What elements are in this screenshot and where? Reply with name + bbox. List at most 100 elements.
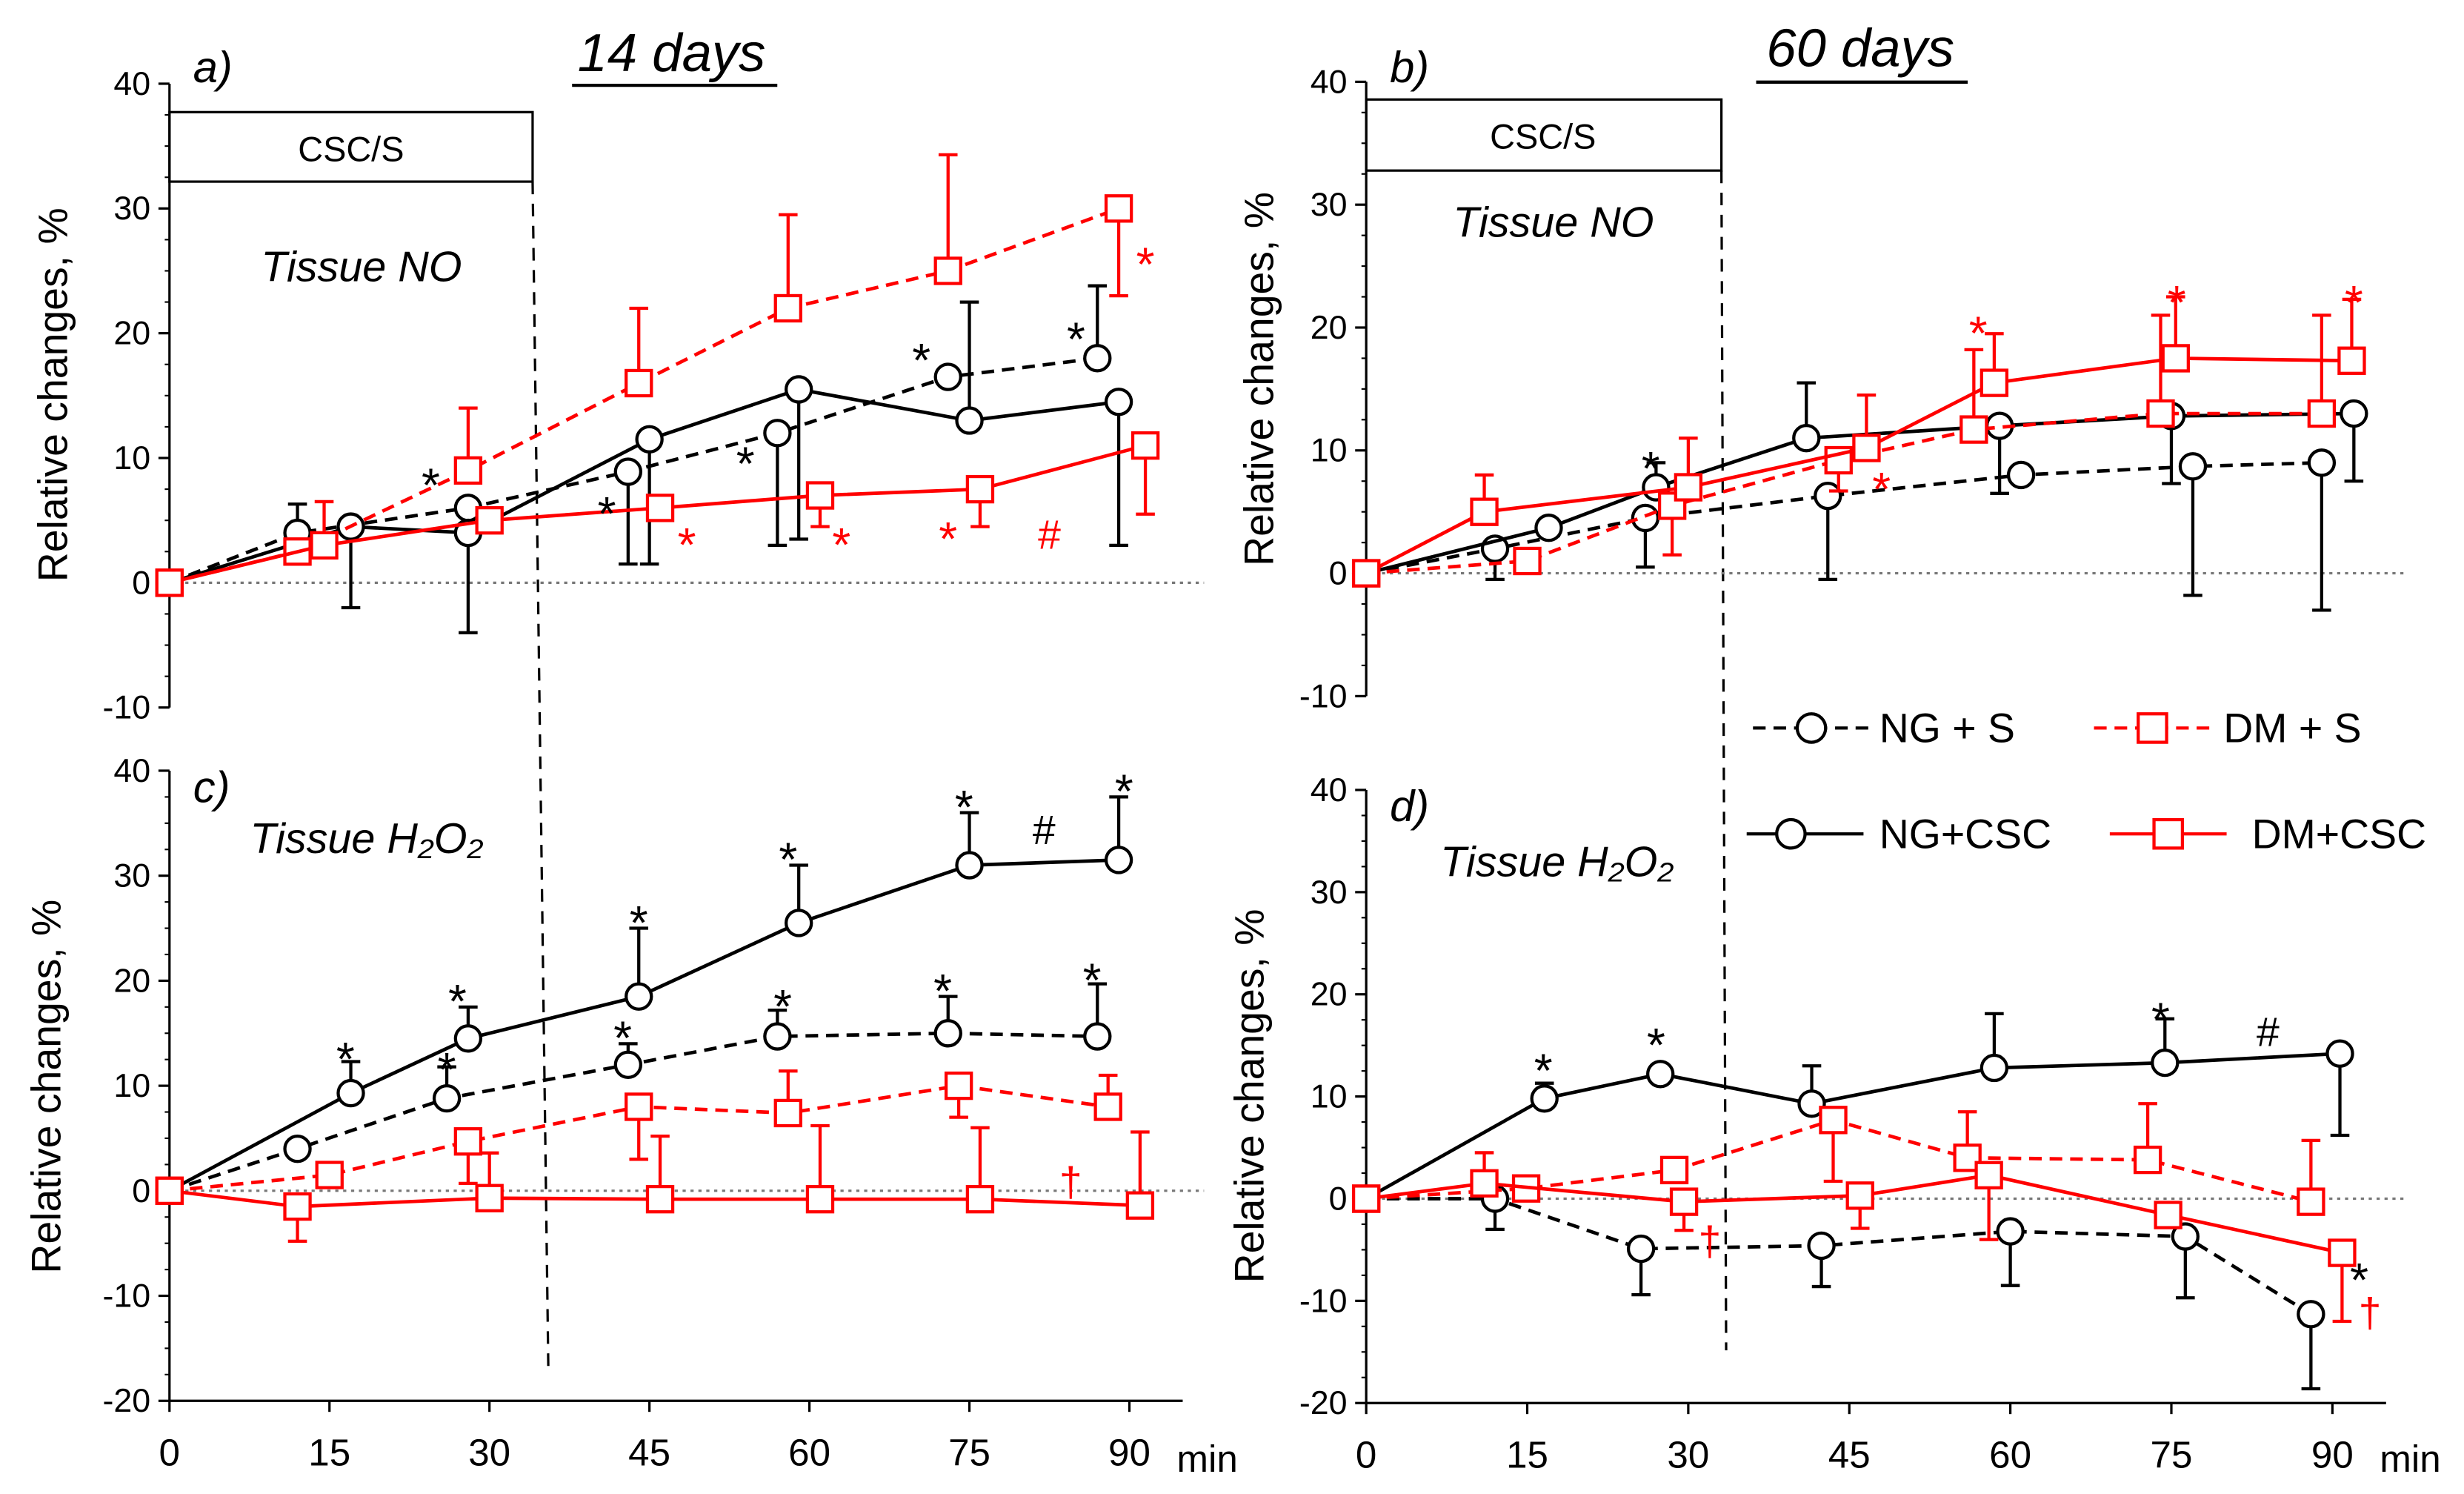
y-tick-label: 30 — [113, 190, 150, 227]
panel-a: -10 0 10 20 30 40 a) Tissue NO * * * * * * * * # * — [103, 42, 1205, 726]
csc-box-right-label: CSC/S — [1490, 117, 1596, 156]
data-point-circle — [1530, 1084, 1559, 1113]
significance-mark: * — [912, 333, 930, 387]
x-tick-label: 15 — [1506, 1434, 1548, 1476]
data-point-square — [2161, 344, 2190, 373]
data-point-square — [965, 1184, 995, 1214]
y-tick-label: 20 — [113, 315, 150, 352]
data-point-square — [1953, 1143, 1982, 1172]
y-tick-label: 10 — [1311, 1078, 1348, 1115]
series-dm-csc — [1351, 1151, 2357, 1324]
data-point-circle — [955, 851, 984, 880]
data-point-circle — [1814, 481, 1842, 511]
data-point-circle — [763, 1022, 792, 1051]
significance-mark: * — [779, 833, 797, 886]
data-point-square — [475, 1183, 504, 1212]
y-tick-label: 20 — [1311, 309, 1348, 346]
significance-mark: * — [955, 780, 973, 834]
data-point-circle — [2171, 1222, 2200, 1251]
data-point-circle — [625, 982, 653, 1011]
y-tick-label: 40 — [113, 752, 150, 789]
x-unit-left: min — [1176, 1438, 1237, 1480]
y-tick-label: -20 — [1299, 1384, 1348, 1421]
significance-mark: * — [2350, 1253, 2368, 1307]
legend-circle-marker — [1795, 712, 1828, 744]
y-tick-label: -10 — [103, 1277, 151, 1314]
significance-mark: * — [1115, 765, 1133, 818]
data-point-square — [645, 494, 675, 522]
y-tick-label: -20 — [103, 1382, 151, 1419]
data-point-circle — [453, 1024, 483, 1053]
panel-title: Tissue H₂O₂ — [250, 815, 483, 863]
x-tick-label: 90 — [2311, 1434, 2354, 1476]
y-tick-label: 20 — [113, 962, 150, 999]
legend-item-ng-s: NG + S — [1753, 706, 2015, 751]
series-ng-csc — [1351, 1012, 2354, 1213]
significance-mark: * — [630, 896, 648, 949]
data-point-circle — [1792, 424, 1821, 453]
data-point-circle — [1807, 1231, 1836, 1261]
legend: NG + S DM + S NG+CSC DM+CSC — [1746, 706, 2426, 857]
y-tick-label: -10 — [103, 689, 151, 726]
y-tick-label: -10 — [1299, 1282, 1348, 1319]
data-point-square — [625, 1092, 653, 1121]
x-tick-label: 60 — [788, 1432, 830, 1474]
data-point-square — [1125, 1191, 1155, 1220]
significance-mark: * — [1083, 954, 1102, 1007]
data-point-square — [965, 474, 995, 504]
data-point-square — [805, 481, 835, 510]
legend-circle-marker — [1775, 817, 1807, 850]
x-tick-label: 15 — [308, 1432, 350, 1474]
series-dm-s — [1351, 1102, 2325, 1216]
significance-mark: # — [1033, 807, 1056, 853]
significance-mark: * — [438, 1043, 456, 1096]
data-point-circle — [1083, 1022, 1112, 1051]
panel-c: -20 -10 0 10 20 30 40 0 15 30 45 60 75 90 c) Tissue H₂O… — [103, 752, 1205, 1474]
significance-mark: * — [448, 975, 467, 1028]
significance-mark: † — [1059, 1159, 1082, 1205]
y-tick-label: 0 — [1329, 554, 1348, 591]
data-point-square — [1104, 194, 1133, 223]
y-tick-label: 30 — [1311, 186, 1348, 223]
y-axis-label-c: Relative changes, % — [24, 900, 70, 1274]
panel-label: b) — [1390, 42, 1429, 92]
data-point-square — [1659, 1155, 1689, 1185]
data-point-circle — [283, 1134, 312, 1163]
data-point-square — [1852, 434, 1881, 462]
data-point-square — [1819, 1106, 1848, 1135]
significance-mark: * — [773, 980, 792, 1033]
x-unit-right: min — [2380, 1438, 2440, 1480]
y-tick-label: 0 — [132, 564, 150, 601]
x-tick-label: 45 — [1828, 1434, 1871, 1476]
data-point-circle — [763, 419, 792, 448]
data-point-circle — [1797, 1089, 1826, 1118]
significance-mark: * — [1136, 237, 1155, 290]
data-point-square — [1979, 368, 2009, 397]
data-point-circle — [933, 362, 962, 391]
data-point-circle — [1996, 1217, 2025, 1246]
y-tick-label: 10 — [113, 439, 150, 477]
y-tick-label: 40 — [1311, 771, 1348, 809]
data-point-square — [1669, 1187, 1699, 1216]
data-point-square — [625, 368, 653, 398]
data-point-square — [2297, 1187, 2325, 1216]
legend-item-dm-s: DM + S — [2094, 706, 2362, 751]
x-tick-label: 45 — [628, 1432, 670, 1474]
significance-mark: * — [598, 487, 616, 540]
data-point-square — [155, 1176, 184, 1206]
significance-mark: * — [1534, 1043, 1553, 1097]
legend-item-ng-csc: NG+CSC — [1746, 811, 2051, 857]
data-point-square — [155, 568, 184, 597]
data-point-circle — [635, 425, 664, 454]
data-point-square — [1093, 1092, 1122, 1121]
significance-mark: * — [336, 1032, 355, 1086]
period-60-title: 60 days — [1766, 19, 1954, 79]
significance-mark: * — [736, 437, 755, 491]
y-tick-label: 0 — [1329, 1180, 1348, 1217]
significance-mark: * — [939, 512, 957, 565]
significance-mark: * — [1872, 462, 1891, 516]
legend-square-marker — [2152, 817, 2185, 850]
data-point-square — [1959, 415, 1988, 444]
legend-label: NG + S — [1879, 706, 2015, 751]
